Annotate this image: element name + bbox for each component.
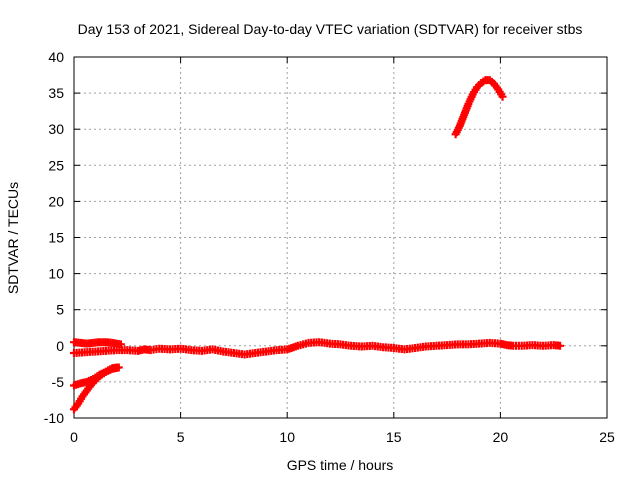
chart-title: Day 153 of 2021, Sidereal Day-to-day VTE… [78, 21, 583, 37]
x-axis-label: GPS time / hours [287, 457, 394, 473]
series-main-band [70, 338, 565, 359]
x-tick-label: 5 [177, 429, 185, 445]
grid-layer [74, 57, 607, 418]
y-tick-label: 15 [48, 230, 64, 246]
y-tick-label: 5 [56, 302, 64, 318]
y-tick-label: 10 [48, 266, 64, 282]
tick-layer: 0 5 10 15 20 25 -10 -5 0 5 10 15 20 25 30 35 40 [44, 49, 615, 445]
y-tick-label: 30 [48, 121, 64, 137]
x-tick-label: 10 [279, 429, 295, 445]
y-tick-label: 25 [48, 157, 64, 173]
y-tick-label: 20 [48, 193, 64, 209]
y-tick-label: -5 [52, 374, 65, 390]
series-arc-late-peak [451, 76, 507, 139]
data-point [498, 92, 507, 101]
series-arc-early-flat [70, 363, 123, 390]
x-tick-label: 20 [493, 429, 509, 445]
y-tick-label: -10 [44, 410, 64, 426]
y-axis-label: SDTVAR / TECUs [5, 182, 21, 294]
x-tick-label: 15 [386, 429, 402, 445]
x-tick-label: 0 [70, 429, 78, 445]
series-arc-early-top [70, 338, 125, 349]
y-tick-label: 35 [48, 85, 64, 101]
y-tick-label: 0 [56, 338, 64, 354]
y-tick-label: 40 [48, 49, 64, 65]
x-tick-label: 25 [599, 429, 615, 445]
data-point [556, 341, 565, 350]
data-point [114, 363, 123, 372]
data-points [70, 76, 565, 414]
